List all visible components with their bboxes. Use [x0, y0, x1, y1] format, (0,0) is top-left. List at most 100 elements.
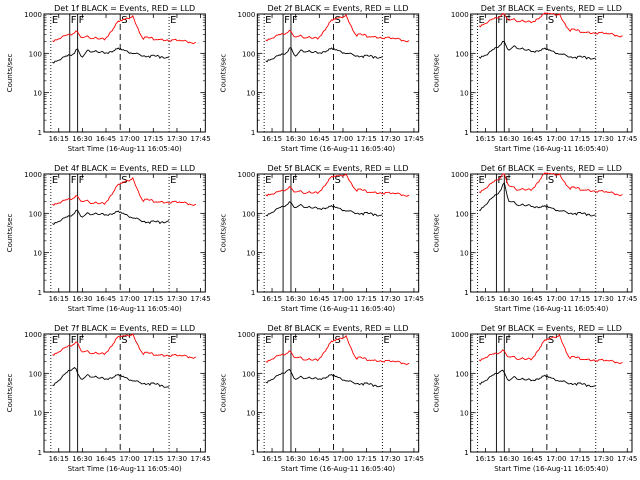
panel-9: Det 9f BLACK = Events, RED = LLD 1 10 100 10… [433, 324, 638, 473]
plot-frame [43, 333, 206, 453]
series-events-line [478, 40, 596, 60]
series-lld-line [265, 14, 410, 43]
x-tick-label: 16:30 [499, 135, 519, 143]
y-tick-label: 1000 [24, 331, 42, 339]
x-tick-label: 17:00 [120, 295, 140, 303]
marker-s-label: S [121, 15, 127, 26]
marker-e-label: E [52, 335, 58, 346]
panel-title: Det 5f BLACK = Events, RED = LLD [267, 164, 408, 173]
marker-e-label: E [52, 175, 58, 186]
y-tick-label: 100 [455, 50, 468, 58]
marker-f-label: F [292, 15, 298, 26]
x-tick-label: 16:45 [309, 135, 329, 143]
x-axis-label: Start Time (16-Aug-11 16:05:40) [281, 305, 395, 313]
x-tick-label: 16:15 [262, 135, 282, 143]
x-axis-label: Start Time (16-Aug-11 16:05:40) [68, 465, 182, 473]
marker-e-label: E [478, 175, 484, 186]
series-lld-line [52, 333, 197, 359]
series-events-line [52, 209, 170, 226]
x-tick-label: 16:15 [475, 135, 495, 143]
series-events-line [52, 47, 170, 64]
y-tick-label: 1000 [24, 171, 42, 179]
panel-4: Det 4f BLACK = Events, RED = LLD 1 10 100 10… [6, 164, 211, 313]
y-tick-label: 1 [251, 129, 255, 137]
marker-s-label: S [121, 175, 127, 186]
y-tick-label: 1 [464, 129, 468, 137]
marker-s-label: S [335, 15, 341, 26]
x-tick-label: 16:45 [96, 135, 116, 143]
x-tick-label: 16:30 [499, 295, 519, 303]
marker-f-label: F [71, 335, 77, 346]
x-tick-label: 16:45 [309, 455, 329, 463]
panel-1: Det 1f BLACK = Events, RED = LLD 1 10 100 10… [6, 4, 211, 153]
plot-frame [470, 13, 633, 133]
plot-frame [470, 173, 633, 293]
series-events-line [52, 367, 170, 388]
x-tick-label: 17:30 [594, 135, 614, 143]
x-axis-label: Start Time (16-Aug-11 16:05:40) [494, 145, 608, 153]
marker-e-label: E [52, 15, 58, 26]
y-tick-label: 10 [246, 250, 255, 258]
x-tick-label: 17:15 [357, 135, 377, 143]
y-axis-label: Counts/sec [219, 54, 227, 93]
marker-f-label: F [284, 15, 290, 26]
x-tick-label: 17:00 [120, 455, 140, 463]
plot-frame [256, 173, 420, 293]
y-axis-label: Counts/sec [6, 374, 14, 413]
y-tick-label: 1000 [238, 171, 256, 179]
plot-frame [470, 333, 633, 453]
y-tick-label: 10 [33, 410, 42, 418]
marker-f-label: F [284, 335, 290, 346]
x-tick-label: 17:15 [570, 455, 590, 463]
marker-f-label: F [284, 175, 290, 186]
x-tick-label: 16:15 [49, 455, 69, 463]
y-tick-label: 10 [460, 90, 469, 98]
y-tick-label: 100 [29, 50, 42, 58]
x-tick-label: 16:45 [523, 295, 543, 303]
x-tick-label: 16:15 [262, 455, 282, 463]
marker-f-label: F [505, 335, 511, 346]
x-tick-label: 16:45 [523, 455, 543, 463]
marker-e-label: E [265, 335, 271, 346]
y-axis-label: Counts/sec [433, 374, 441, 413]
series-events-line [265, 368, 383, 388]
y-tick-label: 100 [242, 50, 255, 58]
marker-s-label: S [548, 15, 554, 26]
y-tick-label: 1000 [24, 11, 42, 19]
x-tick-label: 16:15 [49, 135, 69, 143]
x-tick-label: 17:00 [546, 455, 566, 463]
x-tick-label: 17:15 [143, 455, 163, 463]
y-tick-label: 100 [29, 210, 42, 218]
y-tick-label: 1000 [451, 331, 469, 339]
marker-e-label: E [265, 175, 271, 186]
x-axis-label: Start Time (16-Aug-11 16:05:40) [68, 305, 182, 313]
x-tick-label: 17:00 [546, 135, 566, 143]
marker-e-label: E [265, 15, 271, 26]
marker-s-label: S [548, 175, 554, 186]
plot-frame [256, 13, 420, 133]
x-tick-label: 17:30 [167, 295, 187, 303]
panel-8: Det 8f BLACK = Events, RED = LLD 1 10 100 10… [219, 324, 424, 473]
x-tick-label: 17:00 [333, 135, 353, 143]
x-tick-label: 17:45 [617, 455, 637, 463]
series-lld-line [265, 173, 410, 197]
x-tick-label: 17:15 [570, 295, 590, 303]
y-tick-label: 1 [38, 289, 42, 297]
x-tick-label: 17:45 [617, 295, 637, 303]
y-tick-label: 10 [33, 90, 42, 98]
series-events-line [265, 201, 383, 217]
marker-e-label: E [170, 335, 176, 346]
marker-e-label: E [478, 15, 484, 26]
x-tick-label: 17:15 [143, 295, 163, 303]
y-axis-label: Counts/sec [219, 214, 227, 253]
marker-e-label: E [170, 175, 176, 186]
marker-f-label: F [71, 15, 77, 26]
series-lld-line [52, 176, 197, 207]
y-tick-label: 10 [246, 410, 255, 418]
x-tick-label: 17:45 [404, 295, 424, 303]
y-axis-label: Counts/sec [433, 214, 441, 253]
marker-e-label: E [383, 335, 389, 346]
x-tick-label: 17:15 [570, 135, 590, 143]
y-tick-label: 1000 [238, 11, 256, 19]
